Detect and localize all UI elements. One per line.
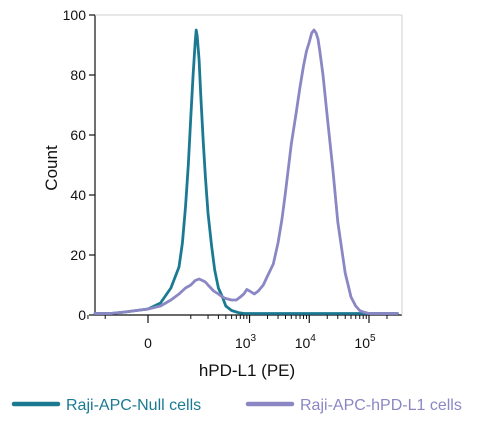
legend: Raji-APC-Null cells Raji-APC-hPD-L1 cells xyxy=(11,397,462,414)
y-tick-label: 80 xyxy=(70,67,86,83)
series-line-2 xyxy=(93,28,399,315)
x-tick-label: 104 xyxy=(295,333,317,351)
x-tick-label: 0 xyxy=(144,335,152,351)
x-tick-label: 105 xyxy=(354,333,376,351)
y-tick-label: 60 xyxy=(70,127,86,143)
y-tick-label: 100 xyxy=(63,7,87,23)
y-axis-title: Count xyxy=(42,145,61,191)
series-line-1 xyxy=(93,28,399,315)
x-tick-label: 103 xyxy=(235,333,257,351)
legend-label: Raji-APC-hPD-L1 cells xyxy=(300,397,462,414)
x-tick-exponent: 3 xyxy=(251,333,257,344)
y-tick-label: 20 xyxy=(70,247,86,263)
y-tick-label: 40 xyxy=(70,187,86,203)
plot-area xyxy=(93,28,399,315)
y-tick-label: 0 xyxy=(78,307,86,323)
x-tick-exponent: 4 xyxy=(310,333,316,344)
x-axis-title: hPD-L1 (PE) xyxy=(199,361,295,380)
x-tick-exponent: 5 xyxy=(370,333,376,344)
legend-label: Raji-APC-Null cells xyxy=(66,397,201,414)
